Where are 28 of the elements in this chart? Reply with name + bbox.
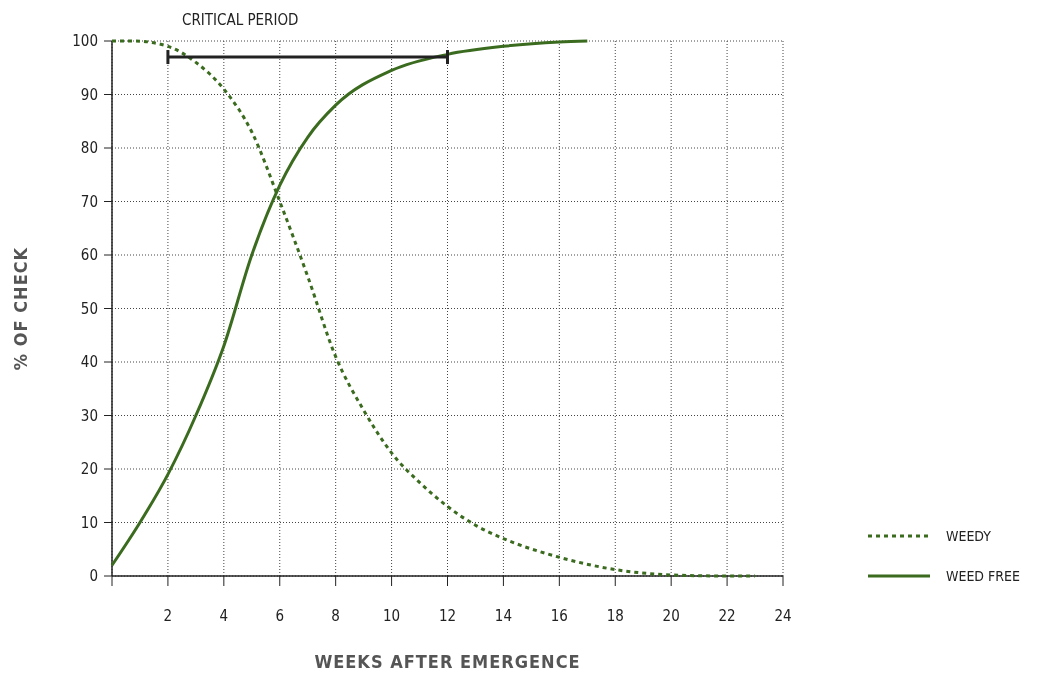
x-tick-label: 18 — [606, 607, 624, 625]
x-tick-label: 2 — [163, 607, 173, 625]
y-tick-label: 10 — [80, 513, 98, 532]
legend-label: WEED FREE — [946, 568, 1021, 584]
y-axis-title: % OF CHECK — [10, 246, 31, 371]
text: CRITICAL PERIOD — [182, 11, 299, 29]
y-tick-label: 90 — [80, 85, 98, 104]
x-tick-label: 6 — [275, 607, 285, 625]
y-tick-label: 40 — [80, 353, 98, 371]
x-tick-label: 10 — [383, 607, 401, 625]
y-tick-label: 30 — [80, 406, 98, 425]
x-axis-title: WEEKS AFTER EMERGENCE — [314, 651, 581, 672]
y-tick-label: 100 — [72, 32, 98, 50]
x-tick-label: 22 — [718, 607, 736, 625]
y-tick-label: 0 — [89, 567, 98, 585]
x-tick-label: 4 — [219, 607, 229, 625]
x-tick-label: 12 — [438, 607, 457, 625]
y-tick-label: 70 — [80, 192, 98, 211]
x-tick-label: 16 — [550, 607, 568, 625]
x-tick-label: 24 — [774, 607, 792, 625]
x-tick-label: 20 — [662, 607, 680, 625]
y-tick-label: 20 — [80, 460, 98, 478]
y-tick-label: 80 — [80, 139, 98, 157]
legend-label: WEEDY — [946, 528, 992, 544]
x-tick-label: 8 — [331, 607, 340, 625]
x-tick-label: 14 — [494, 607, 512, 625]
y-tick-label: 60 — [80, 246, 98, 264]
y-tick-label: 50 — [80, 299, 98, 318]
